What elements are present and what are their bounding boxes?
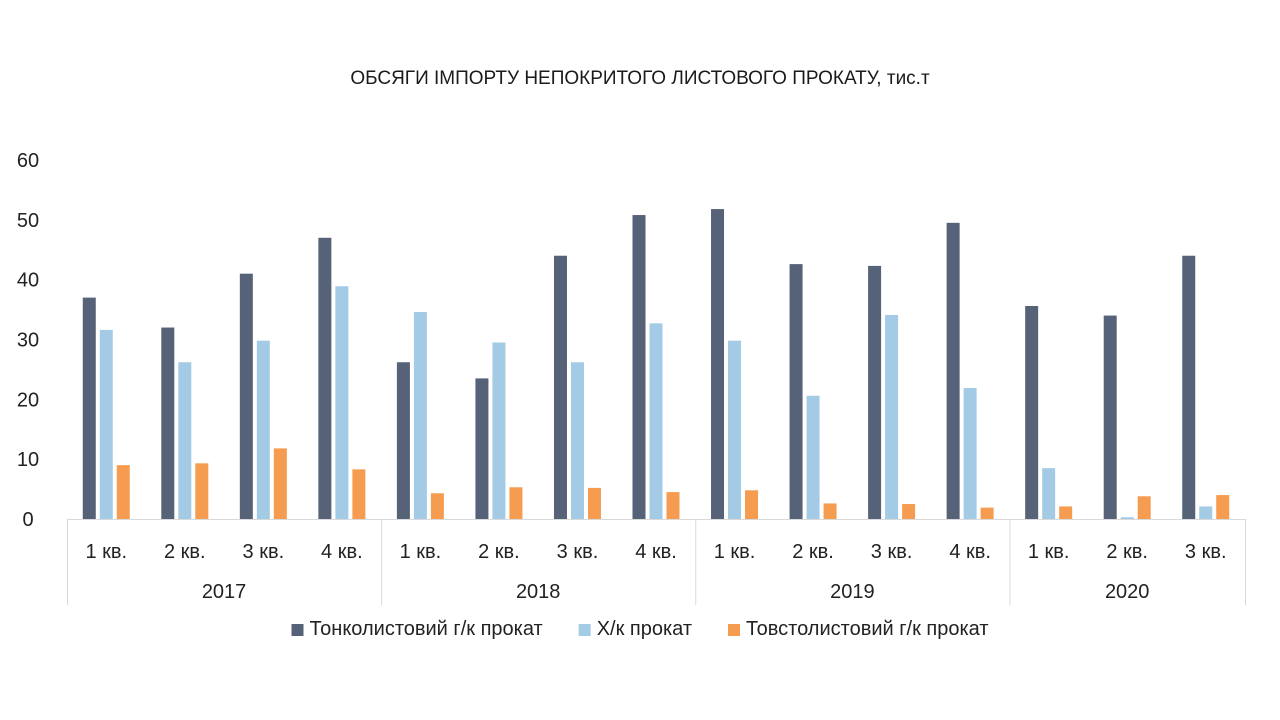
bar [1199,506,1213,519]
bar [868,265,882,519]
x-tick-label: 3 кв. [871,541,913,563]
year-label: 2019 [830,581,875,603]
bar [963,387,977,519]
bar [195,463,209,519]
bar [1137,496,1151,519]
bar [1025,305,1039,519]
bar [335,286,349,519]
bar [430,493,444,519]
bar [1120,517,1134,519]
bars [82,209,1230,520]
legend-swatch [578,624,591,636]
y-tick-label: 50 [17,210,39,232]
x-tick-label: 1 кв. [85,541,127,563]
x-tick-label: 2 кв. [1106,541,1148,563]
bar [745,490,759,519]
bar [553,255,567,519]
bar [1103,315,1117,519]
legend-swatch [728,624,740,636]
bar [116,465,130,519]
bar [587,487,601,519]
bar [1042,468,1056,519]
y-tick-label: 30 [17,330,39,352]
bar [632,215,646,519]
x-tick-label: 3 кв. [1185,541,1227,563]
x-tick-label: 4 кв. [635,541,677,563]
bar [413,311,427,519]
x-tick-label: 3 кв. [557,541,599,563]
legend: Тонколистовий г/к прокат Х/к прокат Товсто… [291,618,989,640]
x-tick-label: 2 кв. [478,541,520,563]
legend-swatch [291,624,304,636]
bar [570,362,584,519]
bar [711,209,725,519]
bar [1182,255,1196,519]
bar [1216,495,1230,519]
bar [475,378,489,519]
x-tick-label: 3 кв. [243,541,285,563]
y-tick-label: 20 [17,389,39,411]
x-tick-label: 2 кв. [792,541,834,563]
legend-item: Тонколистовий г/к прокат [291,618,543,640]
bar [161,327,175,519]
year-label: 2017 [202,581,247,603]
legend-item: Товстолистовий г/к прокат [728,618,989,640]
bar [980,507,994,519]
chart-title: ОБСЯГИ ІМПОРТУ НЕПОКРИТОГО ЛИСТОВОГО ПРО… [350,68,930,89]
legend-label: Х/к прокат [597,618,692,640]
bar [239,273,253,519]
bar [902,504,916,519]
legend-label: Тонколистовий г/к прокат [310,618,543,640]
x-tick-label: 2 кв. [164,541,206,563]
bar [396,362,410,519]
x-axis: 1 кв. 2 кв. 3 кв. 4 кв. 2017 1 кв. 2 кв. 3 кв. 4… [67,519,1246,605]
legend-item: Х/к прокат [578,618,692,640]
y-tick-label: 40 [17,270,39,292]
bar [178,362,192,519]
bar [318,237,332,520]
bar [885,314,899,519]
y-tick-label: 0 [22,509,33,531]
bar [806,395,820,519]
x-tick-label: 4 кв. [949,541,991,563]
x-tick-label: 1 кв. [1028,541,1070,563]
legend-label: Товстолистовий г/к прокат [746,618,989,640]
bar [256,340,270,519]
bar [946,222,960,519]
bar [352,469,366,519]
bar [492,342,506,519]
bar [99,329,113,519]
y-axis: 0 10 20 30 40 50 60 [17,150,39,531]
bar [728,340,742,519]
bar [509,487,523,519]
y-tick-label: 10 [17,449,39,471]
year-label: 2018 [516,581,561,603]
bar [273,448,287,519]
bar [1059,506,1073,519]
bar [82,297,96,519]
x-tick-label: 1 кв. [400,541,442,563]
year-label: 2020 [1105,581,1150,603]
x-tick-label: 1 кв. [714,541,756,563]
x-tick-label: 4 кв. [321,541,363,563]
bar [649,323,663,519]
bar [823,503,837,519]
bar [666,492,680,519]
y-tick-label: 60 [17,150,39,172]
bar [789,264,803,519]
